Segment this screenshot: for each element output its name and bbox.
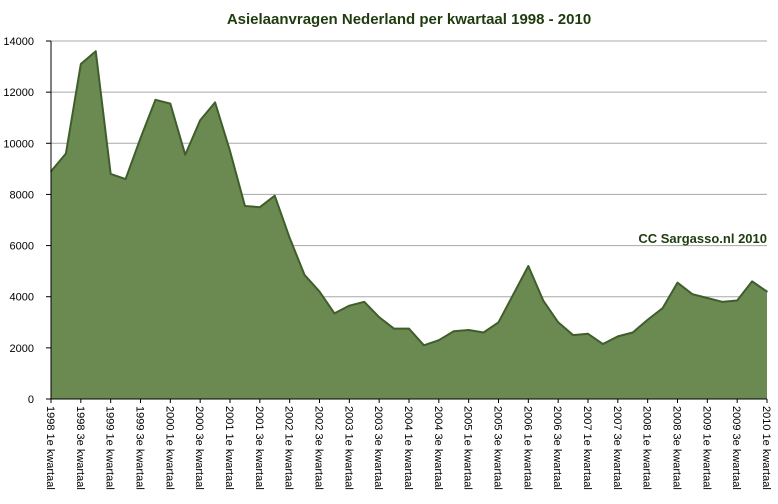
data-point bbox=[169, 102, 172, 105]
data-point bbox=[184, 153, 187, 156]
x-tick-label: 2001 3e kwartaal bbox=[253, 406, 265, 490]
data-point bbox=[259, 206, 261, 209]
x-tick-label: 2000 3e kwartaal bbox=[193, 406, 205, 490]
data-area bbox=[50, 50, 768, 399]
data-point bbox=[303, 274, 306, 276]
data-point bbox=[139, 137, 142, 139]
x-tick-label: 2004 1e kwartaal bbox=[402, 406, 414, 490]
x-tick-label: 1999 1e kwartaal bbox=[104, 406, 116, 490]
data-point bbox=[557, 321, 559, 324]
data-point bbox=[65, 152, 67, 155]
data-point bbox=[736, 299, 738, 302]
data-point bbox=[378, 316, 380, 318]
data-point bbox=[661, 307, 664, 310]
y-tick-label: 2000 bbox=[10, 343, 34, 355]
x-tick-label: 2002 1e kwartaal bbox=[283, 406, 295, 490]
data-point bbox=[467, 329, 470, 331]
chart-title: Asielaanvragen Nederland per kwartaal 19… bbox=[227, 11, 591, 28]
data-point bbox=[214, 101, 216, 104]
data-point bbox=[617, 335, 619, 338]
x-axis-ticks: 1998 1e kwartaal 1998 3e kwartaal 1999 1e … bbox=[44, 406, 772, 490]
data-point bbox=[527, 265, 530, 267]
x-tick-label: 2002 3e kwartaal bbox=[313, 406, 325, 490]
x-tick-label: 2000 1e kwartaal bbox=[163, 406, 175, 490]
y-tick-label: 4000 bbox=[10, 292, 34, 304]
x-tick-label: 2001 1e kwartaal bbox=[223, 406, 235, 490]
data-point bbox=[229, 150, 231, 152]
x-tick-label: 2005 1e kwartaal bbox=[462, 406, 474, 490]
y-tick-label: 8000 bbox=[10, 189, 34, 201]
series-area bbox=[51, 51, 767, 399]
data-point bbox=[244, 205, 246, 207]
data-point bbox=[124, 178, 127, 180]
data-point bbox=[572, 334, 574, 336]
x-tick-label: 2010 1e kwartaal bbox=[760, 406, 772, 490]
y-axis-ticks: 0 2000 4000 6000 8000 10000 12000 14000 bbox=[3, 36, 34, 406]
y-tick-label: 0 bbox=[28, 394, 34, 406]
y-tick-label: 10000 bbox=[3, 138, 34, 150]
data-point bbox=[646, 318, 649, 321]
x-tick-label: 2005 3e kwartaal bbox=[492, 406, 504, 490]
data-point bbox=[80, 63, 82, 65]
data-point bbox=[199, 119, 201, 122]
data-point bbox=[109, 173, 112, 175]
x-tick-label: 1999 3e kwartaal bbox=[134, 406, 146, 490]
data-point bbox=[676, 281, 679, 284]
x-tick-label: 2006 3e kwartaal bbox=[551, 406, 563, 490]
x-tick-label: 2006 1e kwartaal bbox=[521, 406, 533, 490]
data-point bbox=[438, 339, 440, 341]
data-point bbox=[94, 50, 97, 53]
data-point bbox=[288, 237, 291, 239]
y-tick-label: 12000 bbox=[3, 87, 34, 99]
x-tick-label: 2003 1e kwartaal bbox=[342, 406, 354, 490]
data-point bbox=[766, 290, 768, 293]
y-tick-label: 6000 bbox=[10, 241, 34, 253]
data-point bbox=[512, 293, 515, 295]
data-point bbox=[542, 299, 545, 302]
x-tick-label: 2004 3e kwartaal bbox=[432, 406, 444, 490]
x-tick-label: 2007 1e kwartaal bbox=[581, 406, 593, 490]
data-point bbox=[154, 99, 157, 101]
data-point bbox=[721, 301, 724, 303]
axes bbox=[46, 40, 768, 403]
watermark-annotation: CC Sargasso.nl 2010 bbox=[638, 231, 767, 246]
x-tick-label: 1998 1e kwartaal bbox=[44, 406, 56, 490]
data-point bbox=[318, 290, 321, 293]
data-point bbox=[423, 344, 425, 347]
data-point bbox=[587, 332, 589, 335]
x-tick-label: 2008 1e kwartaal bbox=[641, 406, 653, 490]
x-tick-label: 1998 3e kwartaal bbox=[74, 406, 86, 490]
x-tick-label: 2009 3e kwartaal bbox=[730, 406, 742, 490]
data-point bbox=[333, 312, 336, 315]
data-point bbox=[348, 304, 351, 307]
data-point bbox=[273, 194, 276, 197]
data-point bbox=[706, 297, 709, 299]
data-point bbox=[393, 327, 395, 330]
y-tick-label: 14000 bbox=[3, 36, 34, 48]
data-point bbox=[751, 280, 753, 283]
data-point bbox=[482, 331, 485, 334]
data-point bbox=[602, 343, 604, 345]
x-tick-label: 2007 3e kwartaal bbox=[611, 406, 623, 490]
x-tick-label: 2003 3e kwartaal bbox=[372, 406, 384, 490]
data-point bbox=[691, 293, 694, 295]
x-tick-label: 2008 3e kwartaal bbox=[671, 406, 683, 490]
data-point bbox=[363, 301, 366, 303]
x-tick-label: 2009 1e kwartaal bbox=[700, 406, 712, 490]
data-point bbox=[631, 331, 634, 334]
data-point bbox=[408, 327, 410, 330]
data-point bbox=[452, 330, 455, 333]
data-point bbox=[497, 321, 500, 324]
